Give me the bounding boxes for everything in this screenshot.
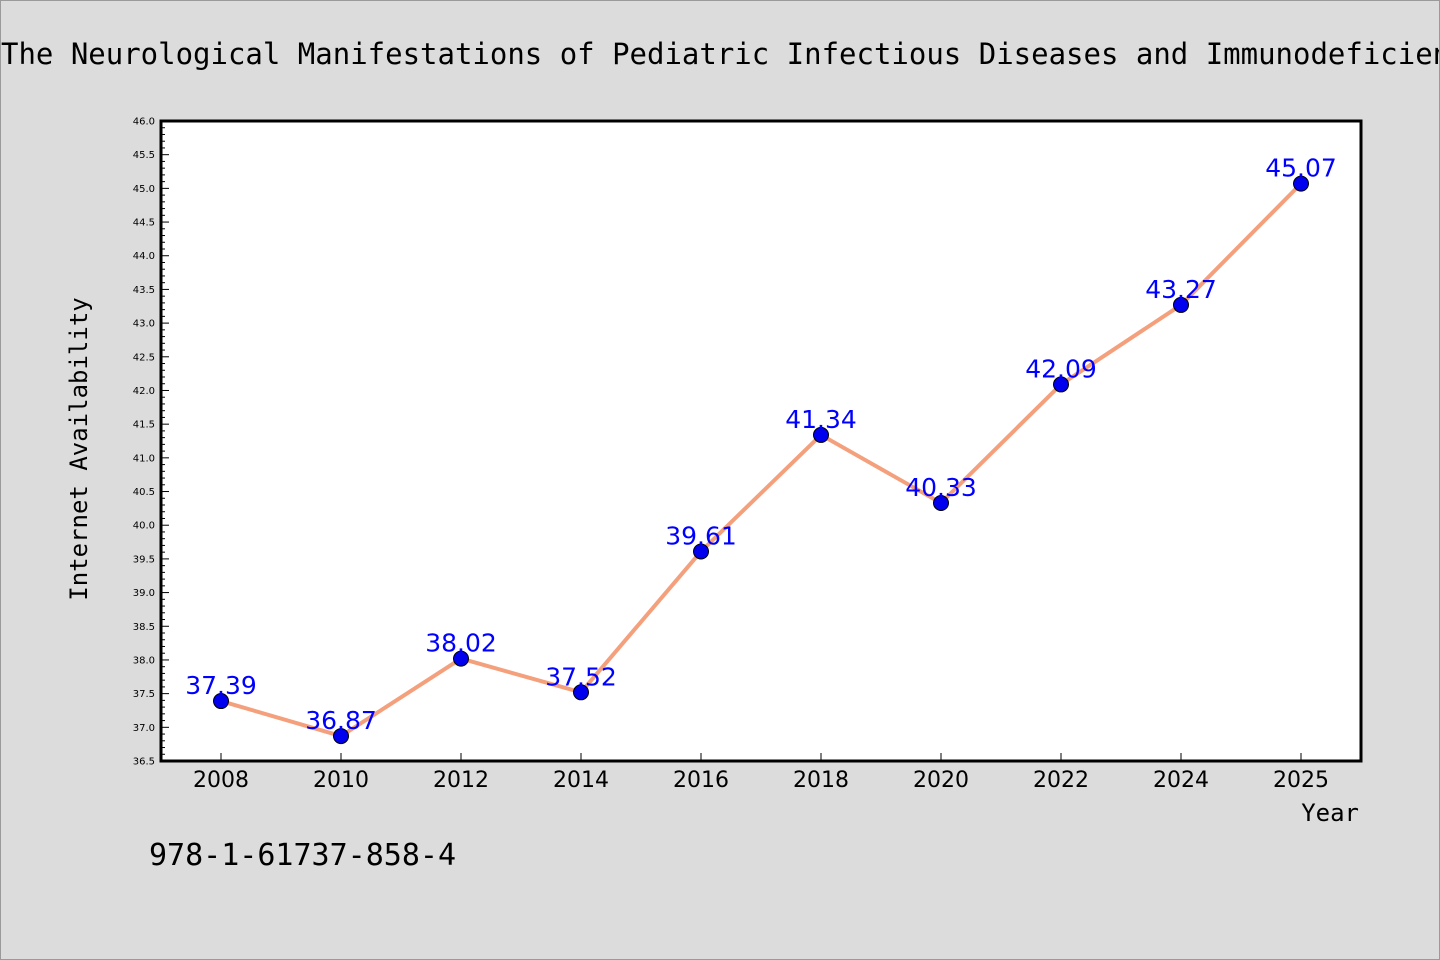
plot-area <box>159 119 1363 763</box>
y-tick-label: 41.5 <box>133 420 155 431</box>
y-tick-label: 44.0 <box>133 251 155 262</box>
data-label: 39.61 <box>665 521 737 550</box>
y-tick-label: 45.0 <box>133 184 155 195</box>
data-point <box>333 728 349 745</box>
data-point <box>933 494 949 511</box>
x-tick-label: 2014 <box>553 768 609 793</box>
x-tick-label: 2018 <box>793 768 849 793</box>
x-tick-label: 2020 <box>913 768 969 793</box>
y-tick-label: 45.5 <box>133 150 155 161</box>
data-point <box>1293 175 1309 192</box>
isbn-footnote: 978-1-61737-858-4 <box>149 838 456 873</box>
x-tick-label: 2025 <box>1273 768 1329 793</box>
data-point <box>1053 376 1069 393</box>
data-label: 43.27 <box>1145 275 1217 304</box>
x-tick-label: 2010 <box>313 768 369 793</box>
data-point <box>573 684 589 701</box>
x-axis-label: Year <box>1301 799 1359 827</box>
x-tick-label: 2024 <box>1153 768 1209 793</box>
data-label: 41.34 <box>785 405 857 434</box>
series-points-group <box>213 175 1309 745</box>
data-label: 36.87 <box>305 706 377 735</box>
data-label: 40.33 <box>905 473 977 502</box>
y-tick-label: 46.0 <box>133 117 155 128</box>
y-tick-label: 42.5 <box>133 352 155 363</box>
y-axis: 36.5 37.0 37.5 38.0 38.5 39.0 39.5 40.0 40.5 41.0… <box>133 117 169 768</box>
series-line <box>220 182 1303 739</box>
y-tick-label: 36.5 <box>133 757 155 768</box>
y-tick-label: 40.0 <box>133 521 155 532</box>
y-tick-label: 41.0 <box>133 453 155 464</box>
x-tick-label: 2008 <box>193 768 249 793</box>
y-tick-label: 40.5 <box>133 487 155 498</box>
x-axis: 2008 2010 2012 2014 2016 2018 2020 2022 2024 2025 <box>193 753 1329 793</box>
y-tick-label: 39.0 <box>133 588 155 599</box>
data-point <box>453 650 469 667</box>
data-point <box>813 426 829 443</box>
x-tick-label: 2012 <box>433 768 489 793</box>
y-tick-label: 42.0 <box>133 386 155 397</box>
data-label: 42.09 <box>1025 354 1097 383</box>
data-point <box>213 693 229 710</box>
y-tick-label: 38.0 <box>133 655 155 666</box>
data-labels-group: 37.39 36.87 38.02 37.52 39.61 41.34 40.33 42.09… <box>185 154 1337 735</box>
data-point <box>693 543 709 560</box>
data-label: 38.02 <box>425 629 497 658</box>
y-tick-label: 38.5 <box>133 622 155 633</box>
data-label: 45.07 <box>1265 154 1337 183</box>
x-tick-label: 2022 <box>1033 768 1089 793</box>
chart-title: The Neurological Manifestations of Pedia… <box>1 37 1440 71</box>
y-tick-label: 43.5 <box>133 285 155 296</box>
y-tick-label: 37.5 <box>133 689 155 700</box>
y-tick-label: 39.5 <box>133 554 155 565</box>
data-point <box>1173 296 1189 313</box>
x-tick-label: 2016 <box>673 768 729 793</box>
y-tick-label: 43.0 <box>133 319 155 330</box>
series-line-group <box>220 182 1303 739</box>
data-label: 37.52 <box>545 662 617 691</box>
y-axis-label: Internet Availability <box>65 297 93 600</box>
y-tick-label: 37.0 <box>133 723 155 734</box>
y-tick-label: 44.5 <box>133 218 155 229</box>
data-label: 37.39 <box>185 671 257 700</box>
